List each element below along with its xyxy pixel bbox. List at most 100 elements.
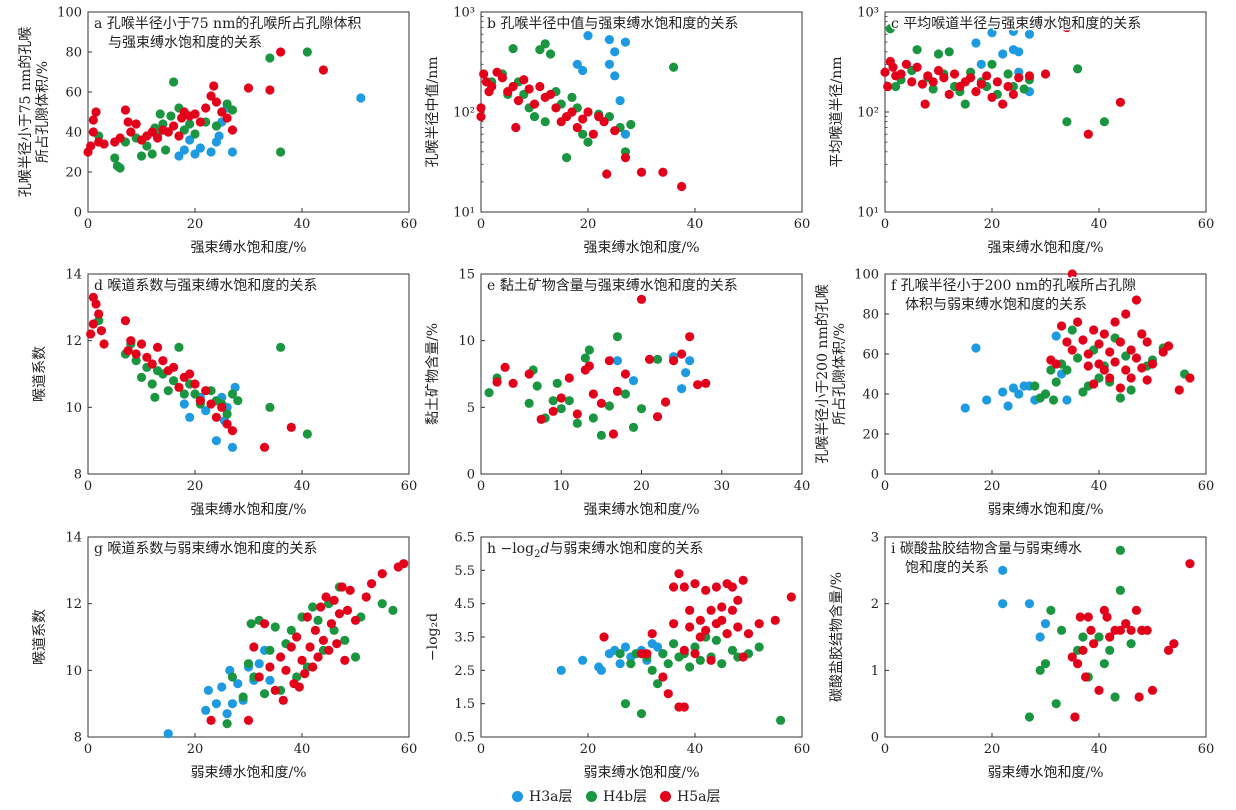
y-tick-label: 80 [65,46,82,61]
data-point-h5a [706,655,716,665]
data-point-h5a [1040,69,1051,79]
data-point-h5a [1067,269,1077,279]
data-point-h4b [1048,395,1059,405]
data-point-h5a [658,167,668,177]
data-point-h3a [685,356,695,366]
data-point-h5a [602,169,612,179]
data-point-h4b [1062,365,1072,375]
data-point-h5a [120,105,131,115]
data-point-h5a [345,585,355,595]
data-point-h5a [596,398,606,408]
data-point-h4b [131,356,141,366]
data-point-h4b [669,62,679,72]
data-point-h4b [1046,365,1056,375]
data-point-h4b [658,649,668,659]
data-point-h5a [1110,357,1120,367]
data-point-h5a [1110,317,1120,327]
data-point-h5a [243,83,254,93]
x-tick-label: 20 [984,479,1001,494]
panel-h: 0 20 40 60 0.5 1.5 2.5 3.5 4.5 5.5 6.5 弱束缚水饱和度/% −lo… [425,531,810,782]
legend-item-h4b: H4b层 [586,786,647,806]
data-point-h5a [987,92,997,102]
data-point-h5a [583,107,593,117]
data-point-h4b [636,404,647,414]
data-point-h5a [706,605,716,615]
data-point-h5a [556,393,566,403]
x-tick-label: 0 [881,742,889,757]
data-point-h5a [548,406,558,416]
data-point-h5a [669,619,679,629]
data-point-h3a [583,31,593,41]
data-point-h4b [1115,545,1125,555]
data-point-h5a [316,602,326,612]
data-point-h5a [1105,347,1115,357]
y-tick-label: 1.5 [454,697,475,712]
data-point-h4b [928,84,938,94]
data-point-h5a [1115,383,1125,393]
data-point-h5a [1099,365,1109,375]
data-point-h4b [596,430,606,440]
data-point-h5a [337,582,347,592]
data-point-h5a [1126,345,1136,355]
data-point-h5a [1121,365,1131,375]
data-point-h5a [998,99,1008,109]
data-point-h4b [508,44,518,54]
x-tick-label: 10 [553,479,570,494]
data-point-h4b [227,389,238,399]
data-point-h3a [615,659,625,669]
panel-title-variable: d [540,541,549,557]
data-point-h4b [1094,632,1104,642]
data-point-h5a [195,396,205,406]
data-point-h3a [620,642,631,652]
data-point-h4b [669,639,679,649]
data-point-h3a [998,387,1008,397]
legend-label-h4b: H4b层 [603,789,648,805]
panel-g: 0 20 40 60 8 10 12 14 弱束缚水饱和度/% 喉道系数 g 喉道系数与弱束缚水饱和… [32,531,417,782]
data-point-h4b [717,659,727,669]
data-point-h5a [669,582,679,592]
data-point-h4b [578,129,588,139]
x-axis-title: 弱束缚水饱和度/% [583,764,699,781]
x-tick-label: 40 [1091,742,1108,757]
data-point-h5a [1089,379,1099,389]
plot-frame [87,273,410,475]
x-tick-label: 20 [187,742,204,757]
data-point-h3a [572,59,582,69]
data-point-h5a [1134,692,1144,702]
legend: H3a层 H4b层 H5a层 [0,784,1236,808]
data-point-h5a [738,652,748,662]
data-point-h5a [519,75,529,85]
data-point-h3a [265,675,275,685]
data-point-h5a [206,91,216,101]
data-point-h5a [169,121,179,131]
data-point-h3a [206,147,216,157]
data-point-h5a [169,362,179,372]
data-point-h5a [174,131,184,141]
data-point-h5a [1115,97,1125,107]
series-h4b [885,24,1109,127]
data-point-h5a [1067,345,1077,355]
y-tick-label: 60 [65,86,82,101]
data-point-h5a [201,386,211,396]
data-point-h5a [693,380,703,390]
series-h5a [476,67,687,192]
data-point-h4b [529,111,540,122]
data-point-h3a [971,343,981,353]
data-point-h3a [620,37,631,47]
data-point-h5a [147,359,157,369]
data-point-h3a [971,38,981,48]
data-point-h5a [1121,309,1131,319]
x-axis-title: 强束缚水饱和度/% [583,239,699,256]
data-point-h5a [377,569,387,579]
y-tick-label: 3.5 [454,631,475,646]
data-point-h5a [399,559,409,569]
data-point-h4b [628,422,639,432]
y-tick-label: 14 [65,268,82,283]
panel-e: 0 10 20 30 40 0 5 10 15 强束缚水饱和度/% 黏土矿物含量/% e 黏土矿物含量… [425,268,810,519]
data-point-h5a [243,715,254,725]
legend-item-h5a: H5a层 [660,786,720,806]
data-point-h5a [91,299,101,309]
series-h5a [1046,545,1195,722]
legend-marker-h5a [660,790,671,802]
data-point-h5a [297,655,307,665]
